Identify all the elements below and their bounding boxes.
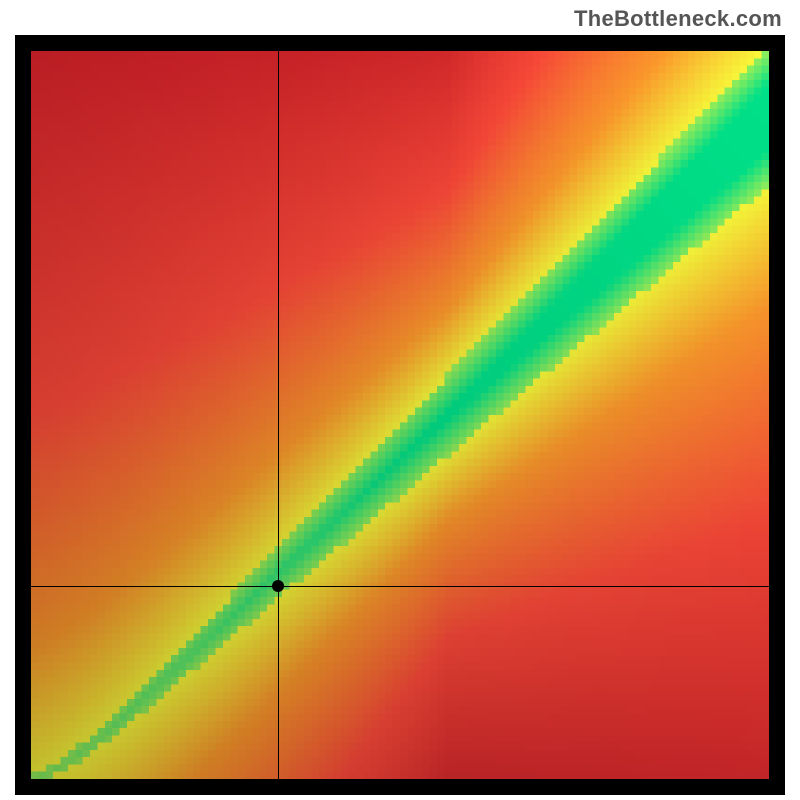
plot-frame [15,35,785,795]
marker-dot [272,580,284,592]
chart-container: TheBottleneck.com [0,0,800,800]
heatmap-canvas [31,51,769,779]
watermark-text: TheBottleneck.com [574,6,782,32]
heatmap-plot [31,51,769,779]
crosshair-vertical [278,51,279,779]
crosshair-horizontal [31,586,769,587]
